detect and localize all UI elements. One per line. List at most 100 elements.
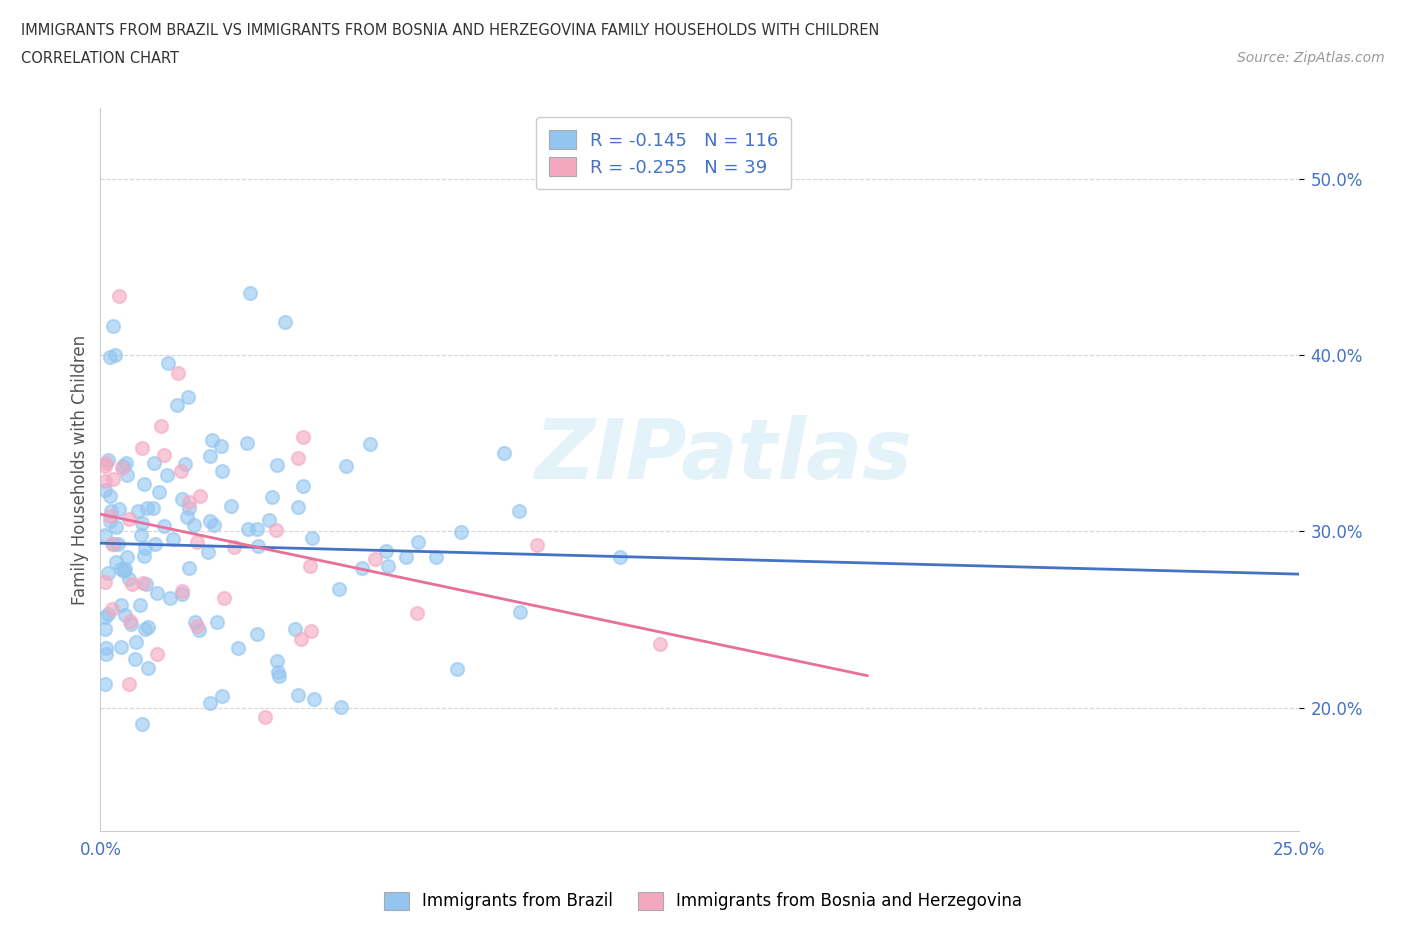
Point	[104, 347, 127, 362]
Point	[335, 458, 357, 473]
Point	[107, 537, 129, 551]
Point	[446, 661, 468, 676]
Point	[184, 615, 207, 630]
Point	[156, 468, 179, 483]
Point	[197, 545, 219, 560]
Point	[145, 586, 167, 601]
Point	[188, 488, 211, 503]
Point	[96, 566, 118, 581]
Point	[94, 647, 117, 662]
Point	[292, 429, 315, 444]
Point	[110, 640, 132, 655]
Point	[273, 315, 295, 330]
Point	[128, 598, 150, 613]
Point	[153, 447, 176, 462]
Point	[115, 550, 138, 565]
Point	[131, 440, 153, 455]
Point	[135, 577, 157, 591]
Point	[118, 512, 141, 526]
Point	[162, 531, 184, 546]
Point	[112, 564, 135, 578]
Point	[108, 289, 131, 304]
Point	[127, 504, 149, 519]
Point	[408, 535, 430, 550]
Point	[94, 483, 117, 498]
Point	[207, 615, 229, 630]
Point	[526, 538, 548, 552]
Point	[211, 688, 233, 703]
Point	[111, 458, 134, 473]
Point	[118, 572, 141, 587]
Text: ZIPatlas: ZIPatlas	[534, 415, 912, 496]
Point	[124, 652, 146, 667]
Legend: R = -0.145   N = 116, R = -0.255   N = 39: R = -0.145 N = 116, R = -0.255 N = 39	[536, 117, 792, 190]
Point	[98, 489, 121, 504]
Point	[236, 522, 259, 537]
Point	[136, 660, 159, 675]
Point	[186, 535, 208, 550]
Point	[132, 477, 155, 492]
Point	[98, 509, 121, 524]
Point	[121, 617, 143, 631]
Point	[174, 457, 197, 472]
Point	[131, 516, 153, 531]
Point	[131, 717, 153, 732]
Point	[283, 621, 305, 636]
Point	[110, 597, 132, 612]
Point	[149, 418, 172, 433]
Point	[125, 634, 148, 649]
Point	[425, 550, 447, 565]
Point	[169, 463, 191, 478]
Point	[94, 456, 117, 471]
Point	[246, 521, 269, 536]
Point	[114, 607, 136, 622]
Legend: Immigrants from Brazil, Immigrants from Bosnia and Herzegovina: Immigrants from Brazil, Immigrants from …	[377, 885, 1029, 917]
Point	[188, 622, 211, 637]
Point	[94, 458, 117, 473]
Point	[304, 691, 326, 706]
Point	[177, 561, 200, 576]
Point	[299, 624, 322, 639]
Point	[377, 558, 399, 573]
Point	[120, 613, 142, 628]
Point	[253, 710, 276, 724]
Point	[94, 575, 117, 590]
Point	[132, 549, 155, 564]
Point	[266, 665, 288, 680]
Point	[239, 286, 262, 300]
Point	[104, 555, 127, 570]
Point	[509, 604, 531, 619]
Point	[110, 562, 132, 577]
Point	[138, 619, 160, 634]
Point	[330, 699, 353, 714]
Point	[115, 468, 138, 483]
Point	[94, 677, 117, 692]
Point	[101, 602, 124, 617]
Point	[298, 559, 321, 574]
Point	[134, 540, 156, 555]
Point	[222, 539, 245, 554]
Point	[202, 517, 225, 532]
Point	[101, 472, 124, 486]
Point	[609, 550, 631, 565]
Point	[97, 606, 120, 621]
Point	[450, 525, 472, 540]
Point	[98, 514, 121, 529]
Point	[228, 641, 250, 656]
Point	[134, 621, 156, 636]
Point	[186, 618, 208, 633]
Point	[94, 473, 117, 488]
Point	[219, 498, 242, 513]
Point	[103, 537, 125, 551]
Point	[104, 520, 127, 535]
Point	[183, 517, 205, 532]
Point	[170, 584, 193, 599]
Point	[159, 591, 181, 605]
Point	[143, 537, 166, 551]
Point	[177, 390, 200, 405]
Point	[114, 562, 136, 577]
Point	[260, 489, 283, 504]
Y-axis label: Family Households with Children: Family Households with Children	[72, 335, 89, 604]
Point	[170, 492, 193, 507]
Point	[107, 501, 129, 516]
